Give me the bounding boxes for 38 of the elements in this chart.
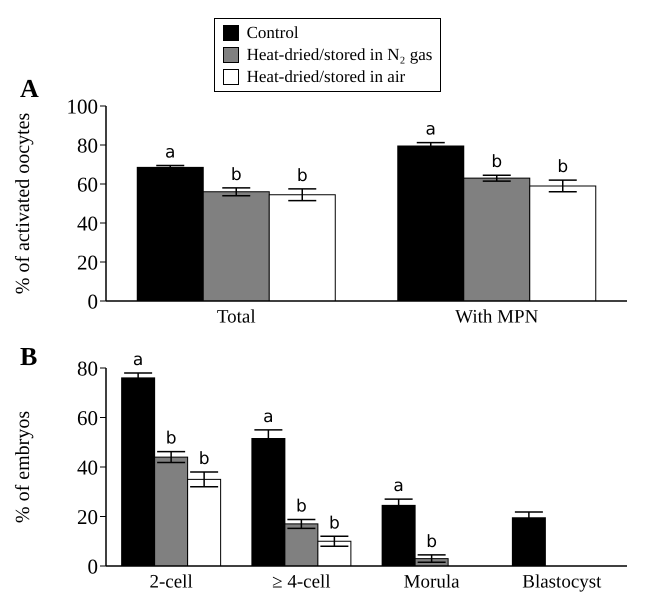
y-tick-label: 80 xyxy=(77,133,98,158)
data-label: a xyxy=(263,406,274,427)
data-label: a xyxy=(426,120,436,140)
data-label: b xyxy=(166,428,177,449)
y-tick-label: 60 xyxy=(77,406,98,430)
x-tick-label: Blastocyst xyxy=(522,571,602,592)
y-tick-label: 0 xyxy=(88,554,98,578)
y-tick-label: 20 xyxy=(77,504,98,529)
chart-title: A xyxy=(20,74,39,104)
legend-label: Control xyxy=(246,22,299,44)
y-tick-label: 60 xyxy=(77,172,98,196)
y-tick-label: 40 xyxy=(77,211,98,236)
chart-title: B xyxy=(20,342,38,372)
y-tick-label: 100 xyxy=(66,94,98,118)
data-label: b xyxy=(557,157,568,178)
y-axis-title: % of embryos xyxy=(12,410,34,524)
y-tick-label: 20 xyxy=(77,250,98,274)
data-label: b xyxy=(296,496,307,516)
data-label: b xyxy=(491,152,502,172)
y-tick-label: 80 xyxy=(77,356,98,380)
legend-label: Heat-dried/stored in N₂ gas xyxy=(246,44,432,66)
x-tick-label: 2-cell xyxy=(149,571,193,592)
x-tick-label: ≥ 4-cell xyxy=(272,571,331,592)
x-tick-label: Total xyxy=(216,306,256,328)
y-axis-title: % of activated oocytes xyxy=(12,112,34,294)
data-label: b xyxy=(296,166,308,186)
y-tick-label: 40 xyxy=(77,455,98,480)
data-label: b xyxy=(230,164,242,185)
data-label: b xyxy=(426,532,438,552)
x-tick-label: With MPN xyxy=(455,306,539,328)
data-label: a xyxy=(132,350,144,370)
y-tick-label: 0 xyxy=(88,289,98,314)
data-label: a xyxy=(393,476,404,496)
data-label: b xyxy=(328,513,340,534)
legend-label: Heat-dried/stored in air xyxy=(246,66,406,88)
data-label: a xyxy=(165,142,176,162)
x-tick-label: Morula xyxy=(404,571,460,592)
data-label: b xyxy=(198,448,210,469)
